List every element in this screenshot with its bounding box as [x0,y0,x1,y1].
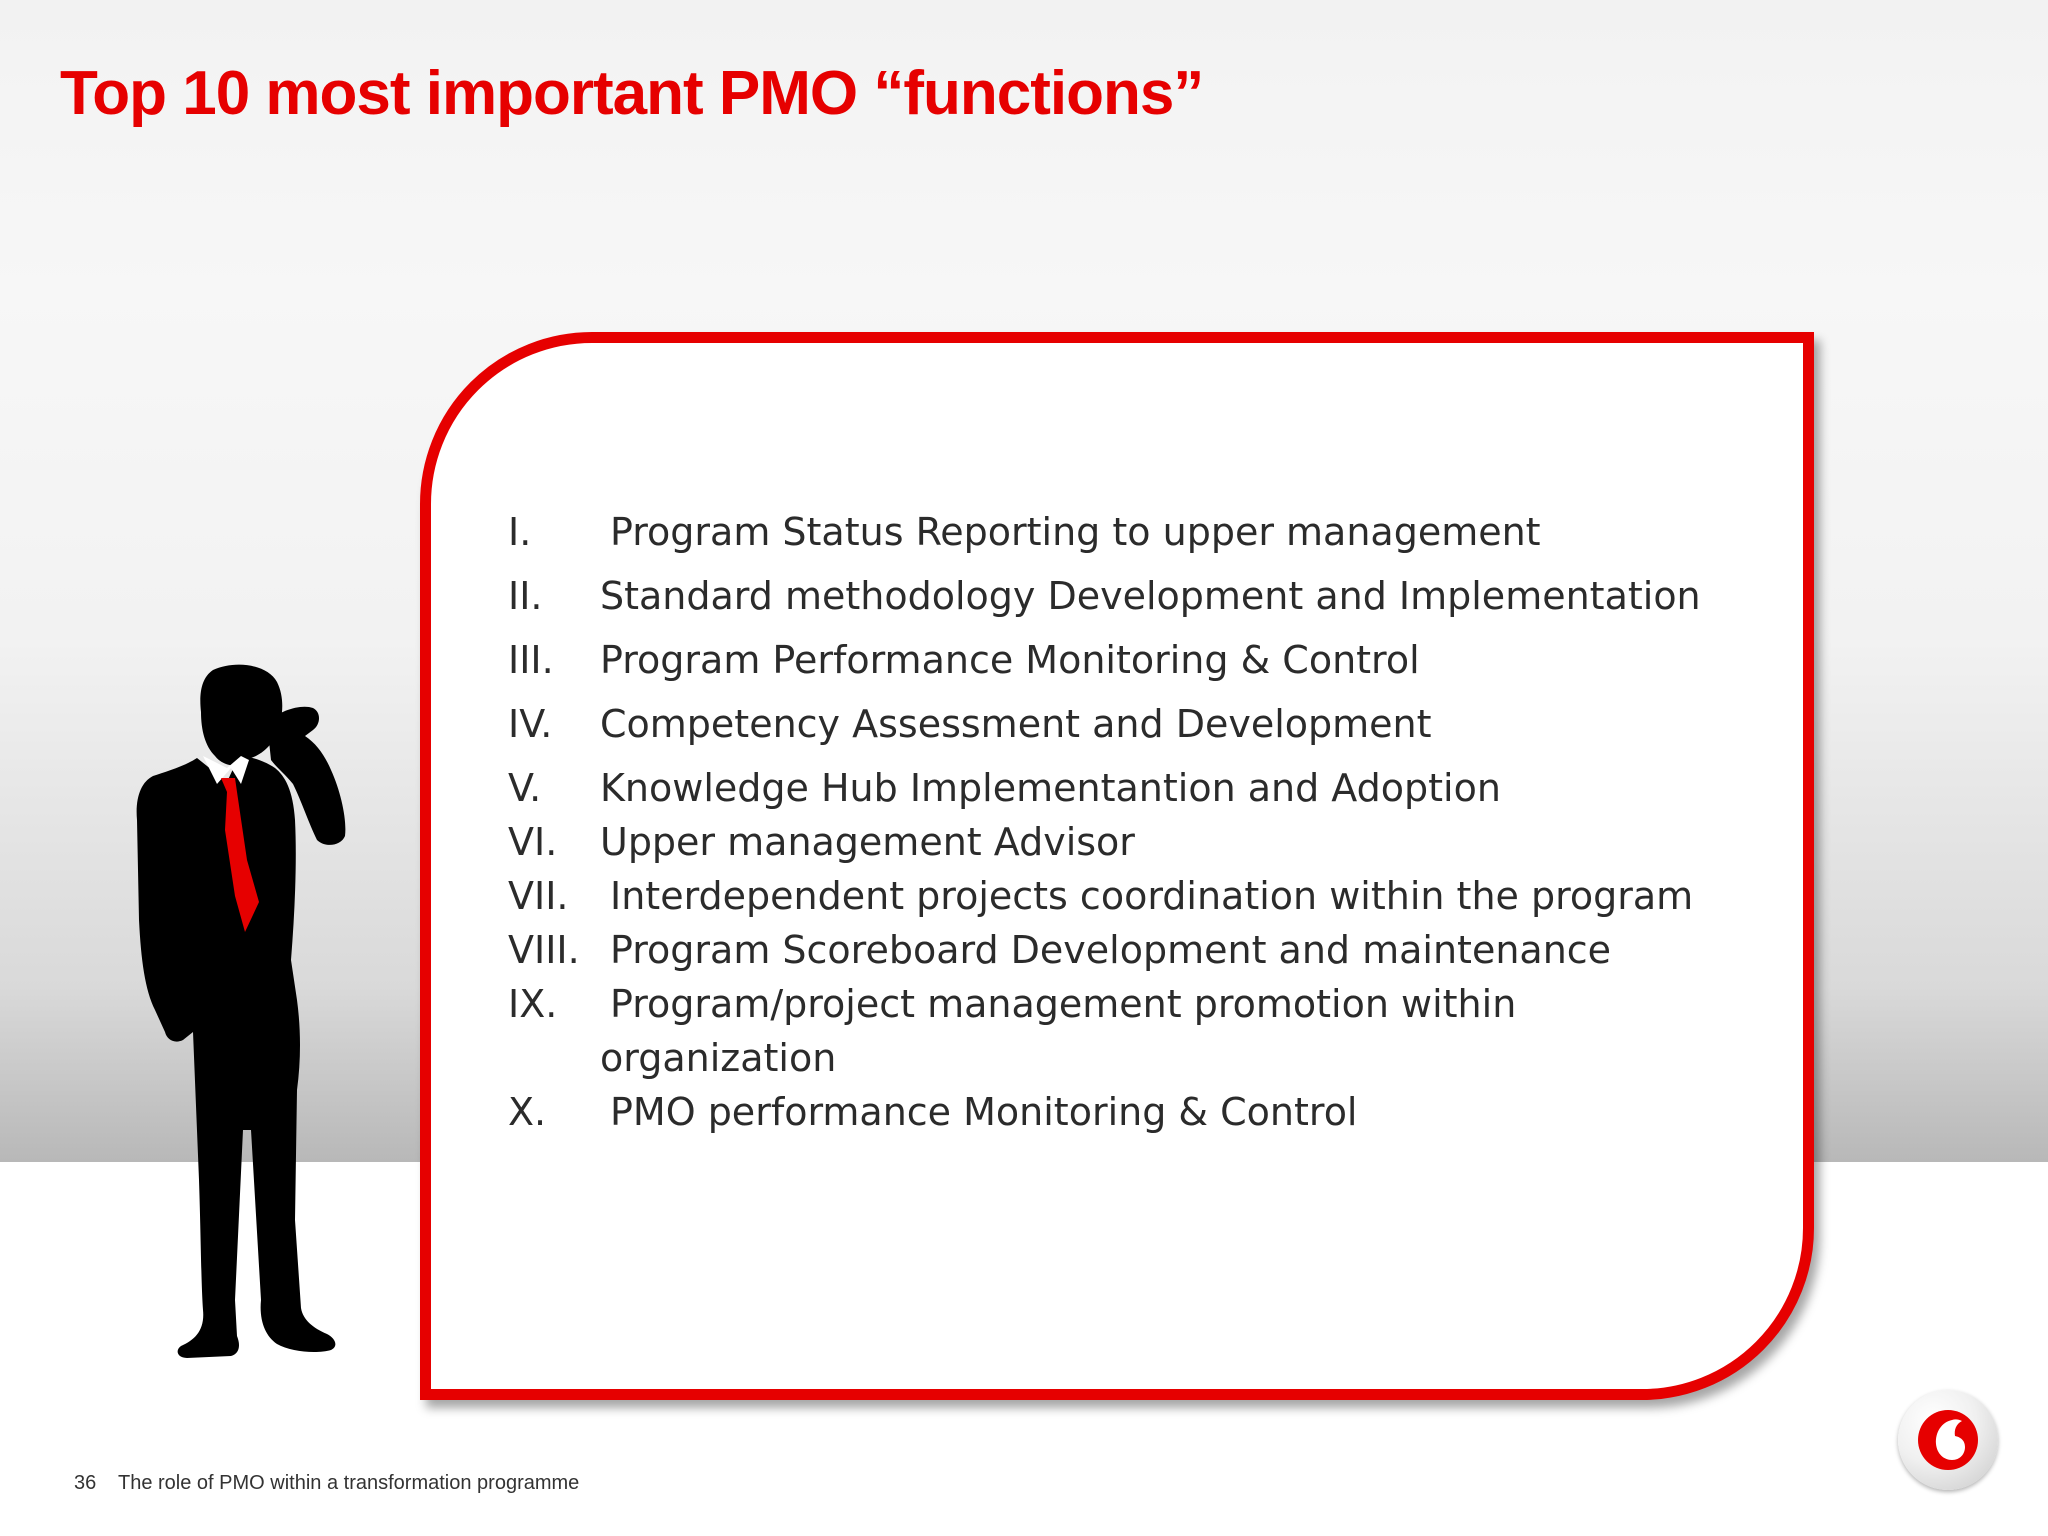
list-item-text: Program Scoreboard Development and maint… [610,928,1612,972]
list-item: III. Program Performance Monitoring & Co… [508,638,1758,682]
list-item: VII. Interdependent projects coordinatio… [508,874,1758,918]
speechmark-icon [1935,1419,1965,1460]
list-item: VIII. Program Scoreboard Development and… [508,928,1758,972]
list-item: VI. Upper management Advisor [508,820,1758,864]
list-item-text: Program/project management promotion wit… [610,982,1517,1026]
list-item-number: X. [508,1090,547,1134]
list-item-number: IV. [508,702,553,746]
list-item-number: I. [508,510,532,554]
list-item-number: V. [508,766,542,810]
page-number: 36 [74,1472,97,1494]
list-item-text: Competency Assessment and Development [600,702,1432,746]
list-item-text: Upper management Advisor [600,820,1135,864]
list-item: V. Knowledge Hub Implementantion and Ado… [508,766,1758,810]
footer-text: The role of PMO within a transformation … [118,1472,580,1494]
list-item: I. Program Status Reporting to upper man… [508,510,1758,554]
list-item: II. Standard methodology Development and… [508,574,1758,618]
list-item-text: Knowledge Hub Implementantion and Adopti… [600,766,1501,810]
list-item: X. PMO performance Monitoring & Control [508,1090,1758,1134]
list-item-text: Interdependent projects coordination wit… [610,874,1694,918]
vodafone-logo-icon [1898,1390,1998,1490]
list-item-number: II. [508,574,543,618]
list-item-number: IX. [508,982,558,1026]
list-item: IV. Competency Assessment and Developmen… [508,702,1758,746]
list-item-text: PMO performance Monitoring & Control [610,1090,1358,1134]
list-item-number: VII. [508,874,569,918]
list-item-number: III. [508,638,554,682]
list-item-text-continuation: organization [600,1036,837,1080]
functions-list: I. Program Status Reporting to upper man… [508,510,1758,1134]
list-item: IX. Program/project management promotion… [508,982,1758,1080]
list-item-text: Program Status Reporting to upper manage… [610,510,1541,554]
slide-title: Top 10 most important PMO “functions” [60,59,1204,128]
content-card [420,332,1814,1400]
list-item-number: VIII. [508,928,580,972]
list-item-number: VI. [508,820,558,864]
list-item-text: Program Performance Monitoring & Control [600,638,1420,682]
businessman-silhouette-icon [136,664,346,1358]
list-item-text: Standard methodology Development and Imp… [600,574,1701,618]
